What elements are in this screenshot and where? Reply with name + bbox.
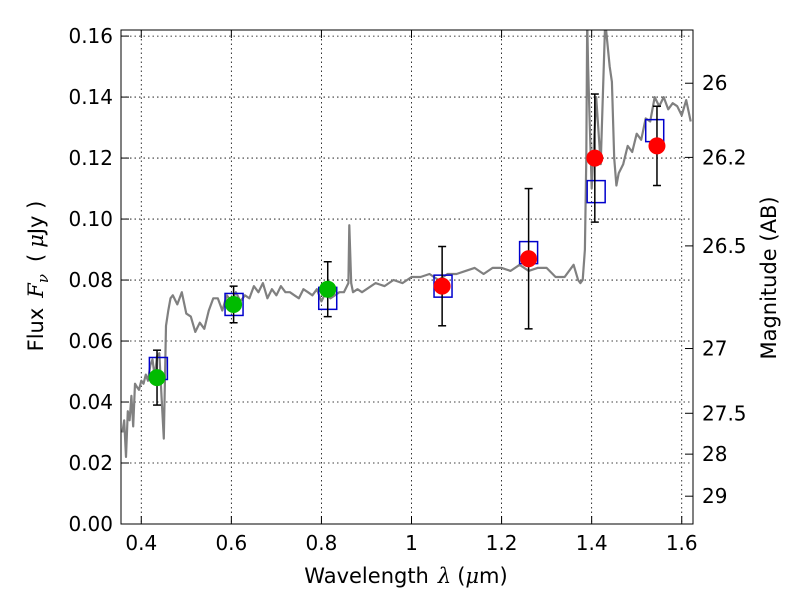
y-axis-title: Flux Fν ( μJy ) — [24, 201, 52, 352]
y2-tick-label: 27.5 — [702, 401, 747, 425]
y2-tick-label: 27 — [702, 337, 727, 361]
y-axis-symbol: F — [24, 282, 48, 299]
y2-tick-label: 29 — [702, 484, 727, 508]
x-tick-label: 0.4 — [125, 531, 157, 555]
y-tick-label: 0.00 — [68, 512, 113, 536]
x-tick-label: 0.8 — [306, 531, 338, 555]
observed-point-red — [433, 277, 451, 295]
model-spectrum-line — [121, 30, 692, 458]
y2-axis-title: Magnitude (AB) — [757, 196, 781, 359]
y-axis-symbol-subscript: ν — [34, 274, 52, 283]
observed-point-red — [586, 149, 604, 167]
observed-point-green — [148, 369, 166, 387]
y2-tick-label: 28 — [702, 442, 727, 466]
model-photometry-square — [586, 179, 606, 204]
tick-labels: 0.4 0.6 0.8 1 1.2 1.4 1.6 0.00 0.02 0.04 0.06 0.08 0… — [68, 24, 746, 555]
x-tick-label: 1.4 — [576, 531, 608, 555]
y2-tick-label: 26.2 — [702, 145, 747, 169]
observed-point-red — [520, 250, 538, 268]
y-tick-label: 0.06 — [68, 329, 113, 353]
y-tick-label: 0.14 — [68, 85, 113, 109]
y-tick-label: 0.08 — [68, 268, 113, 292]
x-tick-label: 1 — [405, 531, 418, 555]
x-tick-label: 1.6 — [666, 531, 698, 555]
tick-marks — [121, 30, 693, 525]
observed-point-green — [225, 295, 243, 313]
y-axis-title-text: Flux — [24, 308, 48, 352]
plot-frame — [120, 29, 694, 525]
y-tick-label: 0.10 — [68, 207, 113, 231]
x-axis-unit-rest: m) — [479, 564, 508, 588]
y-axis-unit-open: ( — [24, 254, 48, 262]
x-axis-symbol: λ — [437, 564, 451, 588]
y-tick-label: 0.02 — [68, 451, 113, 475]
y-tick-label: 0.04 — [68, 390, 113, 414]
x-tick-label: 0.6 — [215, 531, 247, 555]
observed-point-green — [319, 280, 337, 298]
y-tick-label: 0.16 — [68, 24, 113, 48]
y-axis-unit-mu: μ — [24, 234, 48, 248]
observed-point-red — [648, 137, 666, 155]
plot-data — [121, 30, 692, 458]
x-axis-title: Wavelength λ (μm) — [304, 564, 507, 588]
x-axis-unit-mu: μ — [465, 564, 479, 588]
y2-tick-label: 26.5 — [702, 234, 747, 258]
y2-tick-label: 26 — [702, 71, 727, 95]
y-axis-unit-rest: Jy ) — [24, 201, 48, 237]
y-tick-label: 0.12 — [68, 146, 113, 170]
x-axis-unit-open: ( — [457, 564, 465, 588]
x-axis-title-text: Wavelength — [304, 564, 429, 588]
x-tick-label: 1.2 — [486, 531, 518, 555]
